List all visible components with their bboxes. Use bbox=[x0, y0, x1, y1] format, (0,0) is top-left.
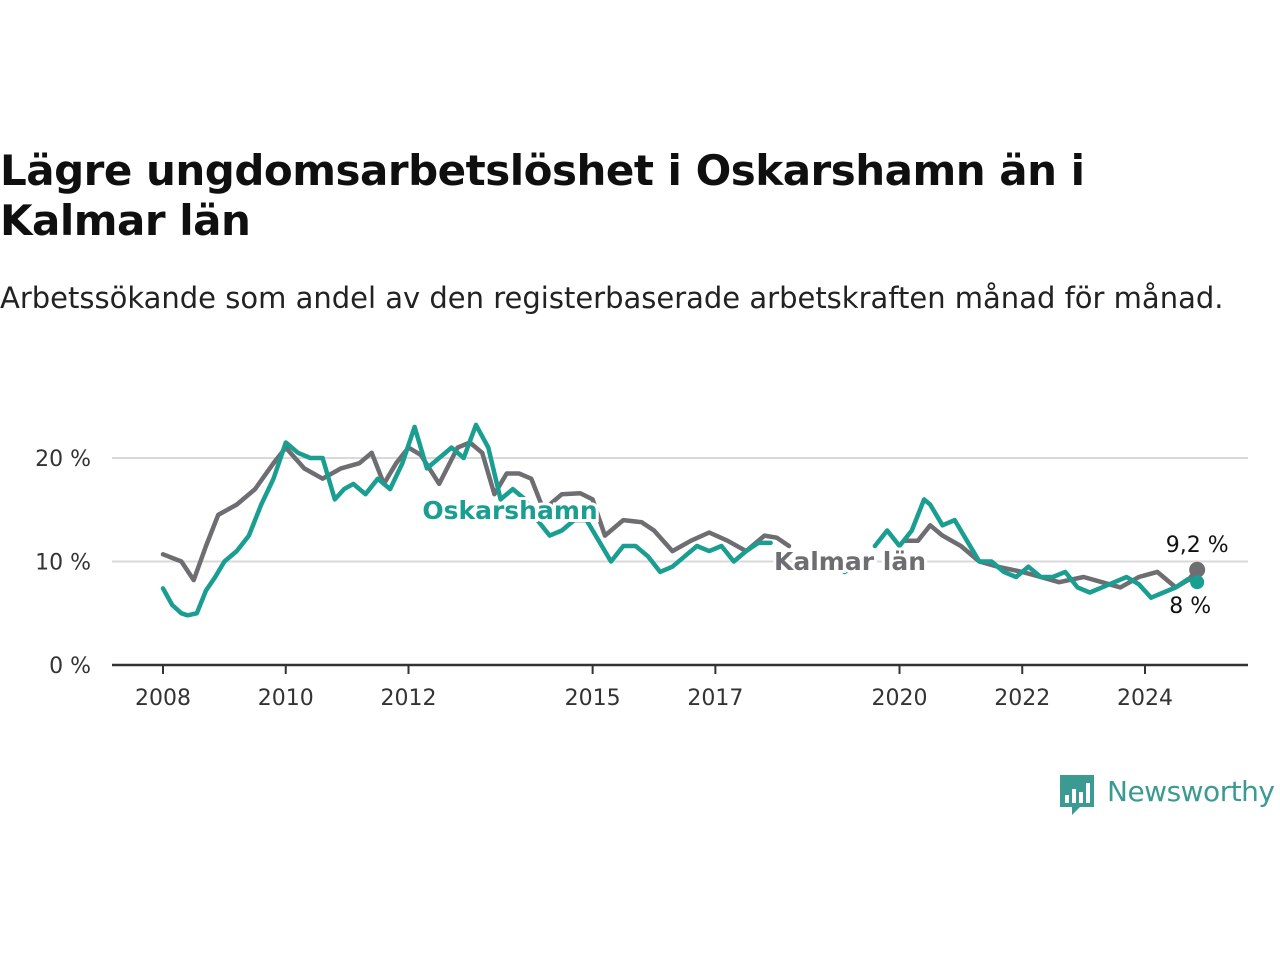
y-tick-label: 0 % bbox=[49, 654, 91, 679]
end-value-kalmar-lan: 9,2 % bbox=[1166, 533, 1229, 558]
series-lines bbox=[160, 422, 1200, 618]
series-line-kalmar-lan bbox=[903, 523, 1200, 590]
series-label-kalmar-lan: Kalmar län bbox=[774, 547, 926, 576]
y-tick-label: 20 % bbox=[35, 447, 91, 472]
newsworthy-logo-icon bbox=[1060, 775, 1094, 815]
chart-title: Lägre ungdomsarbetslöshet i Oskarshamn ä… bbox=[0, 146, 1085, 245]
y-axis-ticks: 0 % 10 % 20 % bbox=[35, 447, 91, 679]
newsworthy-logo: Newsworthy bbox=[1058, 773, 1278, 819]
series-line-oskarshamn bbox=[872, 497, 1200, 600]
x-tick-label: 2010 bbox=[258, 686, 314, 711]
y-tick-label: 10 % bbox=[35, 551, 91, 576]
x-axis-ticks: 2008 2010 2012 2015 2017 2020 2022 2024 bbox=[135, 665, 1173, 711]
x-tick-label: 2017 bbox=[687, 686, 743, 711]
series-line-kalmar-lan bbox=[160, 440, 792, 583]
x-tick-label: 2024 bbox=[1117, 686, 1173, 711]
x-tick-label: 2020 bbox=[872, 686, 928, 711]
end-value-oskarshamn: 8 % bbox=[1169, 594, 1211, 619]
x-tick-label: 2022 bbox=[994, 686, 1050, 711]
x-tick-label: 2008 bbox=[135, 686, 191, 711]
chart-subtitle: Arbetssökande som andel av den registerb… bbox=[0, 281, 1224, 315]
newsworthy-logo-text: Newsworthy bbox=[1107, 775, 1275, 808]
x-tick-label: 2012 bbox=[381, 686, 437, 711]
series-label-oskarshamn: Oskarshamn bbox=[422, 496, 597, 525]
end-marker-oskarshamn bbox=[1190, 575, 1205, 590]
end-marker-kalmar-lan bbox=[1189, 561, 1206, 578]
series-labels: 9,2 % 8 % Oskarshamn Kalmar län bbox=[419, 493, 1231, 622]
series-line-oskarshamn bbox=[842, 564, 859, 575]
x-tick-label: 2015 bbox=[565, 686, 621, 711]
series-line-oskarshamn bbox=[160, 422, 773, 618]
